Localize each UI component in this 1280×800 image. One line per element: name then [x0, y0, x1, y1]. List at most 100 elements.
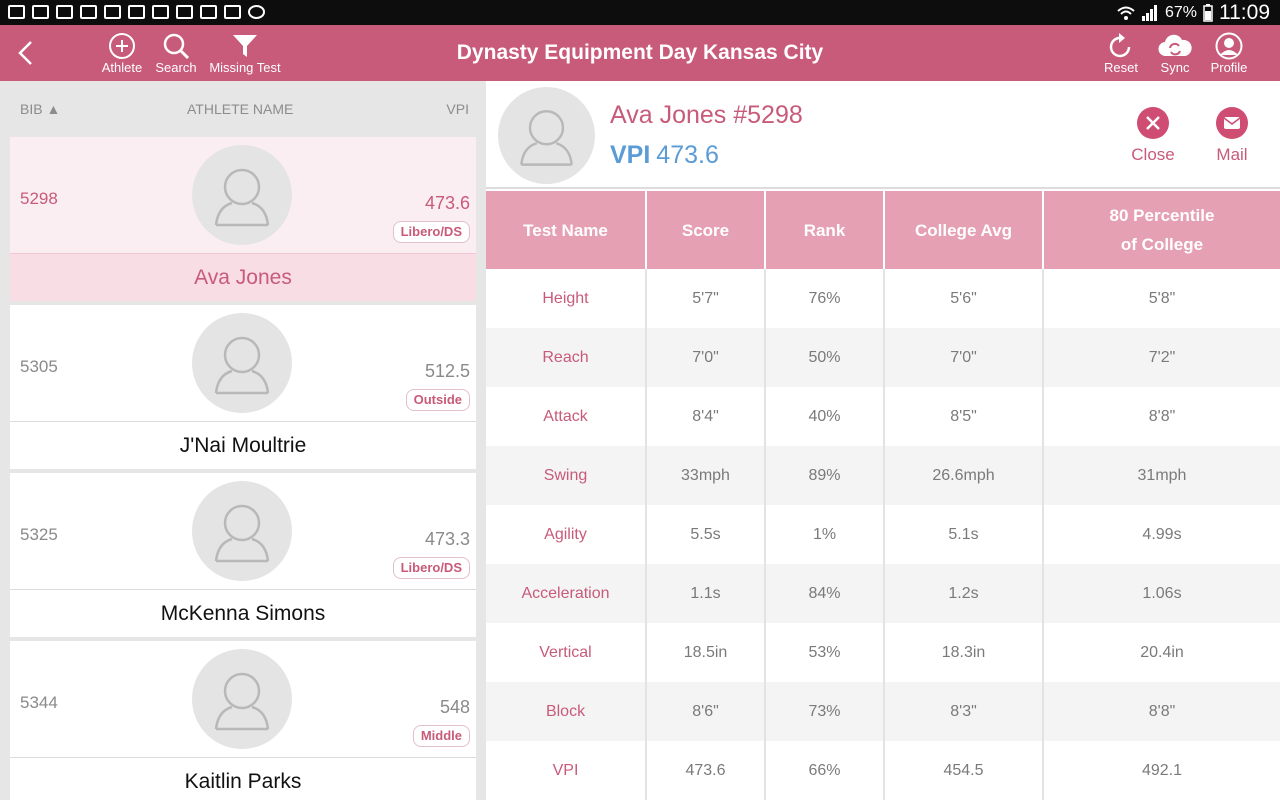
- avatar-placeholder-icon: [192, 145, 292, 245]
- avatar-placeholder-icon: [192, 481, 292, 581]
- percentile-cell: 5'8": [1148, 289, 1176, 307]
- usb-icon: [8, 5, 25, 19]
- vpi-header[interactable]: VPI: [446, 101, 469, 117]
- percentile-cell: 4.99s: [1142, 525, 1182, 543]
- percentile-cell: 20.4in: [1140, 643, 1184, 661]
- pause-icon: [128, 5, 145, 19]
- athlete-list-panel: BIB ▲ ATHLETE NAME VPI 5298 473.6 Libero…: [0, 81, 486, 800]
- athlete-vpi: 473.3: [424, 529, 470, 549]
- avatar-placeholder-icon: [192, 313, 292, 413]
- score-cell: 5.5s: [646, 505, 766, 564]
- back-button[interactable]: [8, 25, 44, 81]
- rank-cell: 89%: [765, 446, 885, 505]
- college-avg-cell: 26.6mph: [884, 446, 1044, 505]
- battery-icon: [1203, 3, 1213, 22]
- sync-status-icon: [248, 5, 265, 19]
- test-name-cell: Vertical: [486, 623, 647, 682]
- rank-cell: 76%: [765, 269, 885, 328]
- test-results-table: Test Name Score Rank College Avg 80 Perc…: [486, 191, 1280, 800]
- vpi-value: 473.6: [656, 141, 719, 169]
- position-badge: Outside: [405, 389, 470, 411]
- reset-button[interactable]: Reset: [1100, 25, 1142, 81]
- position-badge: Libero/DS: [392, 221, 470, 243]
- close-button[interactable]: Close: [1121, 107, 1185, 165]
- athlete-card[interactable]: 5325 473.3 Libero/DS McKenna Simons: [10, 473, 476, 637]
- athlete-card[interactable]: 5298 473.6 Libero/DS Ava Jones: [10, 137, 476, 301]
- notification-icon: [176, 5, 193, 19]
- avatar-placeholder-icon: [192, 649, 292, 749]
- profile-label: Profile: [1210, 59, 1248, 75]
- missing-test-button[interactable]: Missing Test: [205, 25, 285, 81]
- bib-sort-header[interactable]: BIB ▲: [20, 101, 61, 117]
- add-athlete-button[interactable]: Athlete: [100, 25, 144, 81]
- notification-icon: [104, 5, 121, 19]
- athlete-bib: 5305: [20, 357, 58, 376]
- avatar-placeholder-icon: [498, 87, 595, 184]
- percentile-cell: 31mph: [1043, 446, 1280, 505]
- test-name-cell: VPI: [486, 741, 647, 800]
- percentile-cell: 7'2": [1043, 328, 1280, 387]
- mail-button[interactable]: Mail: [1200, 107, 1264, 165]
- test-name-cell: Reach: [486, 328, 647, 387]
- profile-button[interactable]: Profile: [1207, 25, 1251, 81]
- table-row: Block 8'6" 73% 8'3" 8'8": [486, 682, 1280, 741]
- college-avg-cell: 8'3": [884, 682, 1044, 741]
- score-cell: 8'4": [646, 387, 766, 446]
- athlete-card[interactable]: 5305 512.5 Outside J'Nai Moultrie: [10, 305, 476, 469]
- athlete-name: J'Nai Moultrie: [10, 421, 476, 469]
- test-name-cell: Height: [486, 269, 647, 328]
- rank-cell: 73%: [765, 682, 885, 741]
- mail-icon: [1216, 107, 1248, 139]
- athlete-detail-panel: Ava Jones #5298 VPI 473.6 Close Mail Test…: [486, 81, 1280, 800]
- athlete-card[interactable]: 5344 548 Middle Kaitlin Parks: [10, 641, 476, 800]
- search-button[interactable]: Search: [153, 25, 199, 81]
- college-avg-cell: 7'0": [884, 328, 1044, 387]
- notification-icon: [80, 5, 97, 19]
- college-avg-cell: 18.3in: [884, 623, 1044, 682]
- college-avg-cell: 5'6": [884, 269, 1044, 328]
- notification-icon: [152, 5, 169, 19]
- sync-button[interactable]: Sync: [1154, 25, 1196, 81]
- college-avg-cell: 1.2s: [884, 564, 1044, 623]
- close-label: Close: [1131, 145, 1175, 164]
- sync-label: Sync: [1160, 59, 1190, 75]
- college-avg-cell: 454.5: [884, 741, 1044, 800]
- position-badge: Middle: [412, 725, 470, 747]
- table-header-row: Test Name Score Rank College Avg 80 Perc…: [486, 191, 1280, 269]
- athlete-detail-vpi: VPI 473.6: [610, 141, 719, 170]
- table-row: Vertical 18.5in 53% 18.3in 20.4in: [486, 623, 1280, 682]
- detail-header: Ava Jones #5298 VPI 473.6 Close Mail: [486, 81, 1280, 189]
- score-cell: 33mph: [646, 446, 766, 505]
- test-name-cell: Swing: [486, 446, 647, 505]
- sd-card-icon: [32, 5, 49, 19]
- table-row: Agility 5.5s 1% 5.1s 4.99s: [486, 505, 1280, 564]
- filter-icon: [233, 34, 257, 57]
- athlete-bib: 5325: [20, 525, 58, 544]
- score-cell: 8'6": [646, 682, 766, 741]
- percentile-cell: 8'8": [1148, 407, 1176, 425]
- app-toolbar: Athlete Search Missing Test Dynasty Equi…: [0, 25, 1280, 81]
- table-row: Swing 33mph 89% 26.6mph 31mph: [486, 446, 1280, 505]
- mail-label: Mail: [1216, 145, 1248, 164]
- column-header: 80 Percentile of College: [1043, 191, 1280, 269]
- score-cell: 7'0": [646, 328, 766, 387]
- notification-icon: [224, 5, 241, 19]
- score-cell: 5'7": [646, 269, 766, 328]
- rank-cell: 50%: [765, 328, 885, 387]
- search-icon: [163, 33, 190, 59]
- missing-test-label: Missing Test: [209, 59, 281, 75]
- table-row: Acceleration 1.1s 84% 1.2s 1.06s: [486, 564, 1280, 623]
- wifi-icon: [1117, 6, 1135, 20]
- list-header: BIB ▲ ATHLETE NAME VPI: [0, 81, 486, 137]
- score-cell: 473.6: [646, 741, 766, 800]
- rank-cell: 53%: [765, 623, 885, 682]
- clock: 11:09: [1219, 0, 1270, 24]
- refresh-icon: [1109, 32, 1131, 57]
- athlete-name: Ava Jones: [10, 253, 476, 301]
- column-header: Rank: [765, 191, 885, 269]
- athlete-vpi: 548: [439, 697, 470, 717]
- athlete-name-header[interactable]: ATHLETE NAME: [187, 101, 294, 117]
- profile-icon: [1215, 32, 1243, 59]
- test-name-cell: Acceleration: [486, 564, 647, 623]
- status-bar: 67% 11:09: [0, 0, 1280, 25]
